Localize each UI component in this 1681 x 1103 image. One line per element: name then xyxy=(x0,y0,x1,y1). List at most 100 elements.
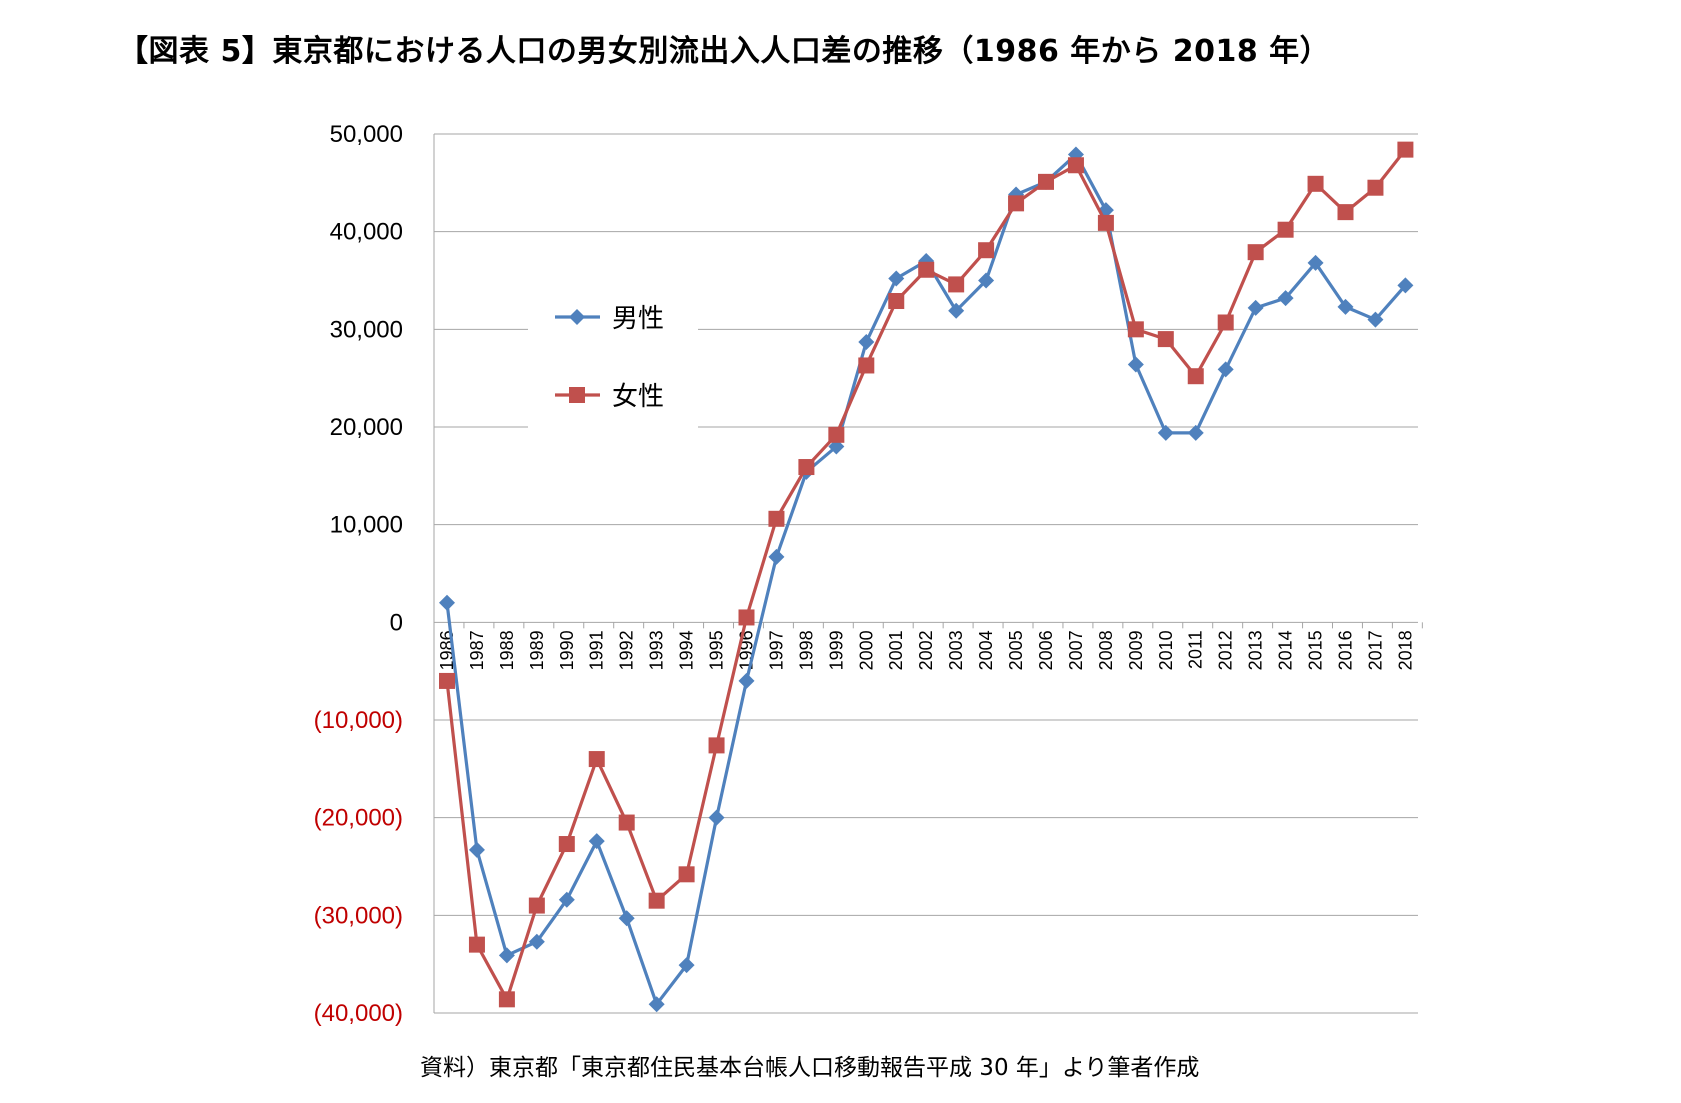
female-data-point xyxy=(528,897,545,914)
male-data-point xyxy=(528,933,545,950)
female-data-point xyxy=(558,836,575,853)
female-data-point xyxy=(768,510,785,527)
y-tick-label: (20,000) xyxy=(314,805,403,832)
female-data-point xyxy=(978,242,995,259)
male-data-point xyxy=(439,594,455,611)
female-data-point xyxy=(948,276,965,293)
female-data-point xyxy=(1277,221,1294,238)
female-data-point xyxy=(708,737,725,754)
female-data-point xyxy=(1367,179,1384,196)
x-tick-label: 2006 xyxy=(1036,630,1056,670)
x-tick-label: 2013 xyxy=(1246,630,1266,670)
x-tick-label: 2007 xyxy=(1066,630,1086,670)
male-data-point xyxy=(1277,290,1294,307)
series-line-male xyxy=(445,152,1407,1006)
male-data-point xyxy=(858,334,875,351)
x-tick-label: 1999 xyxy=(826,630,846,670)
female-data-point xyxy=(738,609,755,626)
female-data-point xyxy=(648,892,665,909)
female-data-point xyxy=(888,293,905,310)
x-tick-label: 2000 xyxy=(856,630,876,670)
x-tick-label: 1994 xyxy=(677,630,697,670)
x-tick-label: 2017 xyxy=(1365,630,1385,670)
male-data-point xyxy=(708,809,725,826)
x-tick-label: 1998 xyxy=(796,630,816,670)
female-data-point xyxy=(1127,321,1144,338)
male-data-point xyxy=(1187,424,1204,441)
male-data-point xyxy=(1217,361,1234,378)
x-tick-label: 2008 xyxy=(1096,630,1116,670)
x-tick-label: 2003 xyxy=(946,630,966,670)
female-data-point xyxy=(858,357,875,374)
x-tick-label: 2001 xyxy=(886,630,906,670)
male-data-point xyxy=(1397,277,1414,294)
x-tick-label: 2002 xyxy=(916,630,936,670)
x-tick-label: 1988 xyxy=(497,630,517,670)
x-tick-label: 1993 xyxy=(647,630,667,670)
male-data-point xyxy=(888,270,905,287)
male-data-point xyxy=(1157,424,1174,441)
female-data-point xyxy=(439,672,455,689)
y-tick-label: 10,000 xyxy=(330,512,403,539)
female-data-point xyxy=(588,751,605,768)
x-tick-label: 2012 xyxy=(1216,630,1236,670)
legend-box xyxy=(528,290,698,430)
y-tick-label: (30,000) xyxy=(314,902,403,929)
y-tick-label: 20,000 xyxy=(330,414,403,441)
female-data-point xyxy=(468,936,485,953)
female-data-point xyxy=(1097,214,1114,231)
female-data-point xyxy=(1008,195,1025,212)
x-tick-label: 1990 xyxy=(557,630,577,670)
source-note: 資料）東京都「東京都住民基本台帳人口移動報告平成 30 年」より筆者作成 xyxy=(420,1055,1200,1081)
x-tick-label: 2005 xyxy=(1006,630,1026,670)
legend-diamond-marker xyxy=(569,309,585,325)
x-tick-label: 2015 xyxy=(1306,630,1326,670)
x-tick-label: 2016 xyxy=(1336,630,1356,670)
female-data-point xyxy=(1157,331,1174,348)
male-data-point xyxy=(1127,356,1144,373)
male-data-point xyxy=(588,833,605,850)
male-data-point xyxy=(738,672,755,689)
female-data-point xyxy=(918,261,935,278)
male-data-point xyxy=(648,996,665,1013)
male-data-point xyxy=(1367,311,1384,328)
x-tick-label: 1992 xyxy=(617,630,637,670)
y-tick-label: 40,000 xyxy=(330,219,403,246)
male-data-point xyxy=(468,841,485,858)
legend-label: 男性 xyxy=(612,304,664,334)
female-data-point xyxy=(1307,175,1324,192)
female-data-point xyxy=(1337,204,1354,221)
female-data-point xyxy=(1247,244,1264,261)
male-data-point xyxy=(558,891,575,908)
male-data-point xyxy=(678,957,695,974)
x-tick-label: 2004 xyxy=(976,630,996,670)
legend-label: 女性 xyxy=(612,382,664,412)
female-data-point xyxy=(828,426,845,443)
y-tick-label: 30,000 xyxy=(330,316,403,343)
x-tick-label: 1989 xyxy=(527,630,547,670)
y-tick-label: (10,000) xyxy=(314,707,403,734)
x-tick-label: 2009 xyxy=(1126,630,1146,670)
x-tick-label: 1991 xyxy=(587,630,607,670)
male-data-point xyxy=(768,548,785,565)
x-tick-label: 1987 xyxy=(467,630,487,670)
male-data-point xyxy=(1247,299,1264,316)
x-tick-label: 1995 xyxy=(707,630,727,670)
male-data-point xyxy=(498,947,515,964)
female-data-point xyxy=(498,991,515,1008)
x-tick-label: 2018 xyxy=(1395,630,1415,670)
x-tick-label: 1997 xyxy=(766,630,786,670)
female-data-point xyxy=(678,866,695,883)
female-data-point xyxy=(1067,157,1084,174)
x-tick-label: 2010 xyxy=(1156,630,1176,670)
male-data-point xyxy=(978,272,995,289)
legend-square-marker xyxy=(569,387,585,403)
female-data-point xyxy=(1217,314,1234,331)
y-tick-label: (40,000) xyxy=(314,1000,403,1027)
male-data-point xyxy=(1337,298,1354,315)
male-data-point xyxy=(1307,254,1324,271)
male-data-point xyxy=(618,910,635,927)
female-data-point xyxy=(618,814,635,831)
male-data-point xyxy=(948,302,965,319)
